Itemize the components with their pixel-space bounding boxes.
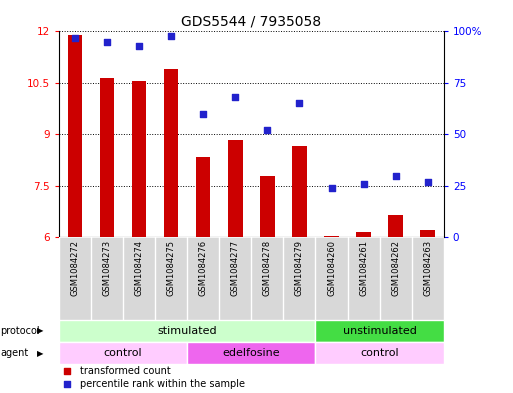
Text: control: control bbox=[360, 348, 399, 358]
Text: GSM1084274: GSM1084274 bbox=[134, 240, 144, 296]
Point bbox=[63, 380, 71, 387]
Point bbox=[231, 94, 240, 101]
Bar bbox=[196, 157, 210, 237]
Bar bbox=[388, 215, 403, 237]
Point bbox=[167, 32, 175, 39]
Text: transformed count: transformed count bbox=[80, 366, 171, 376]
Point bbox=[71, 35, 79, 41]
Text: protocol: protocol bbox=[0, 326, 40, 336]
Text: stimulated: stimulated bbox=[157, 326, 217, 336]
Text: control: control bbox=[104, 348, 143, 358]
Text: GSM1084261: GSM1084261 bbox=[359, 240, 368, 296]
Text: edelfosine: edelfosine bbox=[223, 348, 280, 358]
Text: GSM1084272: GSM1084272 bbox=[70, 240, 80, 296]
Bar bbox=[132, 81, 146, 237]
Bar bbox=[315, 320, 444, 342]
Bar bbox=[164, 69, 179, 237]
Text: unstimulated: unstimulated bbox=[343, 326, 417, 336]
Bar bbox=[228, 140, 243, 237]
Text: GSM1084260: GSM1084260 bbox=[327, 240, 336, 296]
Bar bbox=[292, 146, 307, 237]
Bar bbox=[324, 235, 339, 237]
Text: GSM1084279: GSM1084279 bbox=[295, 240, 304, 296]
Bar bbox=[68, 35, 82, 237]
Point bbox=[263, 127, 271, 133]
Point bbox=[360, 181, 368, 187]
Text: GSM1084273: GSM1084273 bbox=[103, 240, 112, 296]
Bar bbox=[187, 342, 315, 364]
Point bbox=[391, 173, 400, 179]
Title: GDS5544 / 7935058: GDS5544 / 7935058 bbox=[181, 15, 322, 29]
Bar bbox=[100, 78, 114, 237]
Point bbox=[63, 368, 71, 375]
Text: percentile rank within the sample: percentile rank within the sample bbox=[80, 378, 245, 389]
Text: GSM1084263: GSM1084263 bbox=[423, 240, 432, 296]
Bar bbox=[421, 230, 435, 237]
Text: GSM1084276: GSM1084276 bbox=[199, 240, 208, 296]
Text: ▶: ▶ bbox=[37, 326, 44, 335]
Bar bbox=[357, 232, 371, 237]
Text: GSM1084277: GSM1084277 bbox=[231, 240, 240, 296]
Text: GSM1084278: GSM1084278 bbox=[263, 240, 272, 296]
Point bbox=[135, 43, 143, 49]
Text: GSM1084275: GSM1084275 bbox=[167, 240, 176, 296]
Point bbox=[199, 111, 207, 117]
Bar bbox=[59, 320, 315, 342]
Text: agent: agent bbox=[0, 348, 28, 358]
Text: ▶: ▶ bbox=[37, 349, 44, 358]
Point bbox=[295, 100, 304, 107]
Bar bbox=[260, 176, 274, 237]
Bar bbox=[59, 342, 187, 364]
Bar bbox=[315, 342, 444, 364]
Point bbox=[424, 178, 432, 185]
Point bbox=[327, 185, 336, 191]
Point bbox=[103, 39, 111, 45]
Text: GSM1084262: GSM1084262 bbox=[391, 240, 400, 296]
